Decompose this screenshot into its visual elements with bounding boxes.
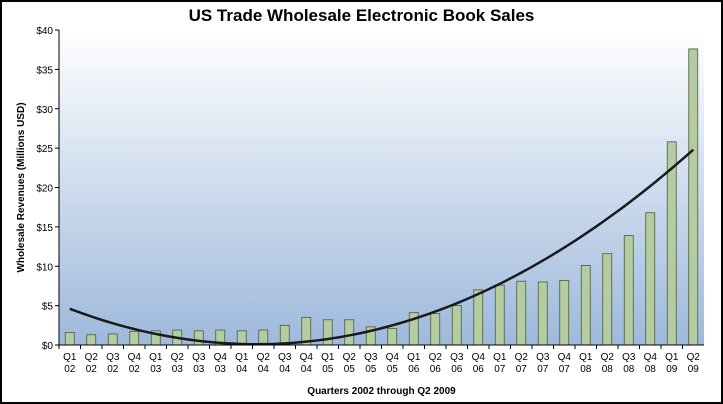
x-tick-label: Q1 [407,352,421,363]
y-tick-label: $10 [36,262,53,273]
x-tick-label: Q2 [687,352,701,363]
bar [623,235,634,346]
x-tick-label: Q4 [300,352,314,363]
x-tick-label: Q2 [601,352,615,363]
bar [344,319,355,346]
bar [86,334,97,346]
x-tick-label: 08 [580,364,592,375]
bar [258,329,269,346]
y-tick-label: $5 [42,302,54,313]
x-tick-label: 09 [666,364,678,375]
x-tick-label: Q1 [321,352,335,363]
x-tick-label: Q4 [386,352,400,363]
x-tick-label: Q3 [106,352,120,363]
plot-area [59,30,704,345]
y-tick-label: $0 [42,341,54,352]
x-tick-label: 02 [107,364,119,375]
x-tick-label: 03 [150,364,162,375]
bar [537,281,548,346]
x-tick-label: Q2 [171,352,185,363]
y-tick-label: $20 [36,184,53,195]
x-tick-label: 08 [645,364,657,375]
x-tick-label: 04 [301,364,313,375]
x-tick-label: Q2 [515,352,529,363]
trendline [69,148,695,346]
x-tick-label: 07 [559,364,571,375]
bar [322,319,333,346]
bar [602,253,613,346]
bar [645,212,656,346]
x-tick-label: 06 [430,364,442,375]
x-axis-label: Quarters 2002 through Q2 2009 [307,386,456,397]
x-tick-label: Q3 [622,352,636,363]
x-tick-label: Q1 [149,352,163,363]
x-tick-label: Q1 [235,352,249,363]
x-tick-label: 02 [129,364,141,375]
y-axis-label: Wholesale Revenues (Millions USD) [16,102,27,272]
x-tick-label: Q4 [558,352,572,363]
x-tick-label: 06 [451,364,463,375]
x-tick-label: 05 [365,364,377,375]
x-tick-label: 07 [494,364,506,375]
x-tick-label: Q1 [63,352,77,363]
bar [451,305,462,346]
x-tick-label: Q2 [343,352,357,363]
x-tick-label: 04 [236,364,248,375]
chart-title: US Trade Wholesale Electronic Book Sales [188,6,535,25]
x-axis: Q102Q202Q302Q402Q103Q203Q303Q403Q104Q204… [58,345,701,375]
x-tick-label: 03 [193,364,205,375]
y-tick-label: $15 [36,223,53,234]
bar [107,333,118,346]
bar [193,330,204,346]
x-tick-label: Q4 [214,352,228,363]
bar [580,265,591,346]
x-tick-label: 07 [516,364,528,375]
x-tick-label: 06 [408,364,420,375]
bar [387,328,398,346]
x-tick-label: 07 [537,364,549,375]
x-tick-label: Q3 [364,352,378,363]
x-tick-label: Q2 [257,352,271,363]
bar [494,284,505,346]
x-tick-label: Q3 [536,352,550,363]
bar [129,331,140,346]
bar [430,313,441,346]
bar [473,289,484,346]
x-tick-label: Q1 [665,352,679,363]
x-tick-label: 02 [64,364,76,375]
x-tick-label: 04 [279,364,291,375]
y-tick-label: $25 [36,144,53,155]
x-tick-label: Q4 [644,352,658,363]
x-tick-label: Q4 [128,352,142,363]
bar [64,331,75,346]
x-tick-label: Q3 [450,352,464,363]
x-tick-label: Q3 [278,352,292,363]
x-tick-label: Q4 [472,352,486,363]
y-tick-label: $35 [36,65,53,76]
bar [688,48,699,346]
y-tick-label: $30 [36,105,53,116]
x-tick-label: 05 [344,364,356,375]
x-tick-label: 02 [86,364,98,375]
y-axis: $0 $5 $10 $15 $20 $25 $30 $35 $40 [36,26,59,352]
x-tick-label: 03 [215,364,227,375]
x-tick-label: Q1 [579,352,593,363]
x-tick-label: Q1 [493,352,507,363]
x-tick-label: 05 [387,364,399,375]
bar [516,280,527,346]
x-tick-label: 06 [473,364,485,375]
x-tick-label: 03 [172,364,184,375]
x-tick-label: Q2 [429,352,443,363]
y-tick-label: $40 [36,26,53,37]
x-tick-label: 04 [258,364,270,375]
x-tick-label: Q3 [192,352,206,363]
x-tick-label: 05 [322,364,334,375]
bar [559,280,570,346]
x-tick-label: Q2 [85,352,99,363]
x-tick-label: 09 [688,364,700,375]
x-tick-label: 08 [602,364,614,375]
x-tick-label: 08 [623,364,635,375]
